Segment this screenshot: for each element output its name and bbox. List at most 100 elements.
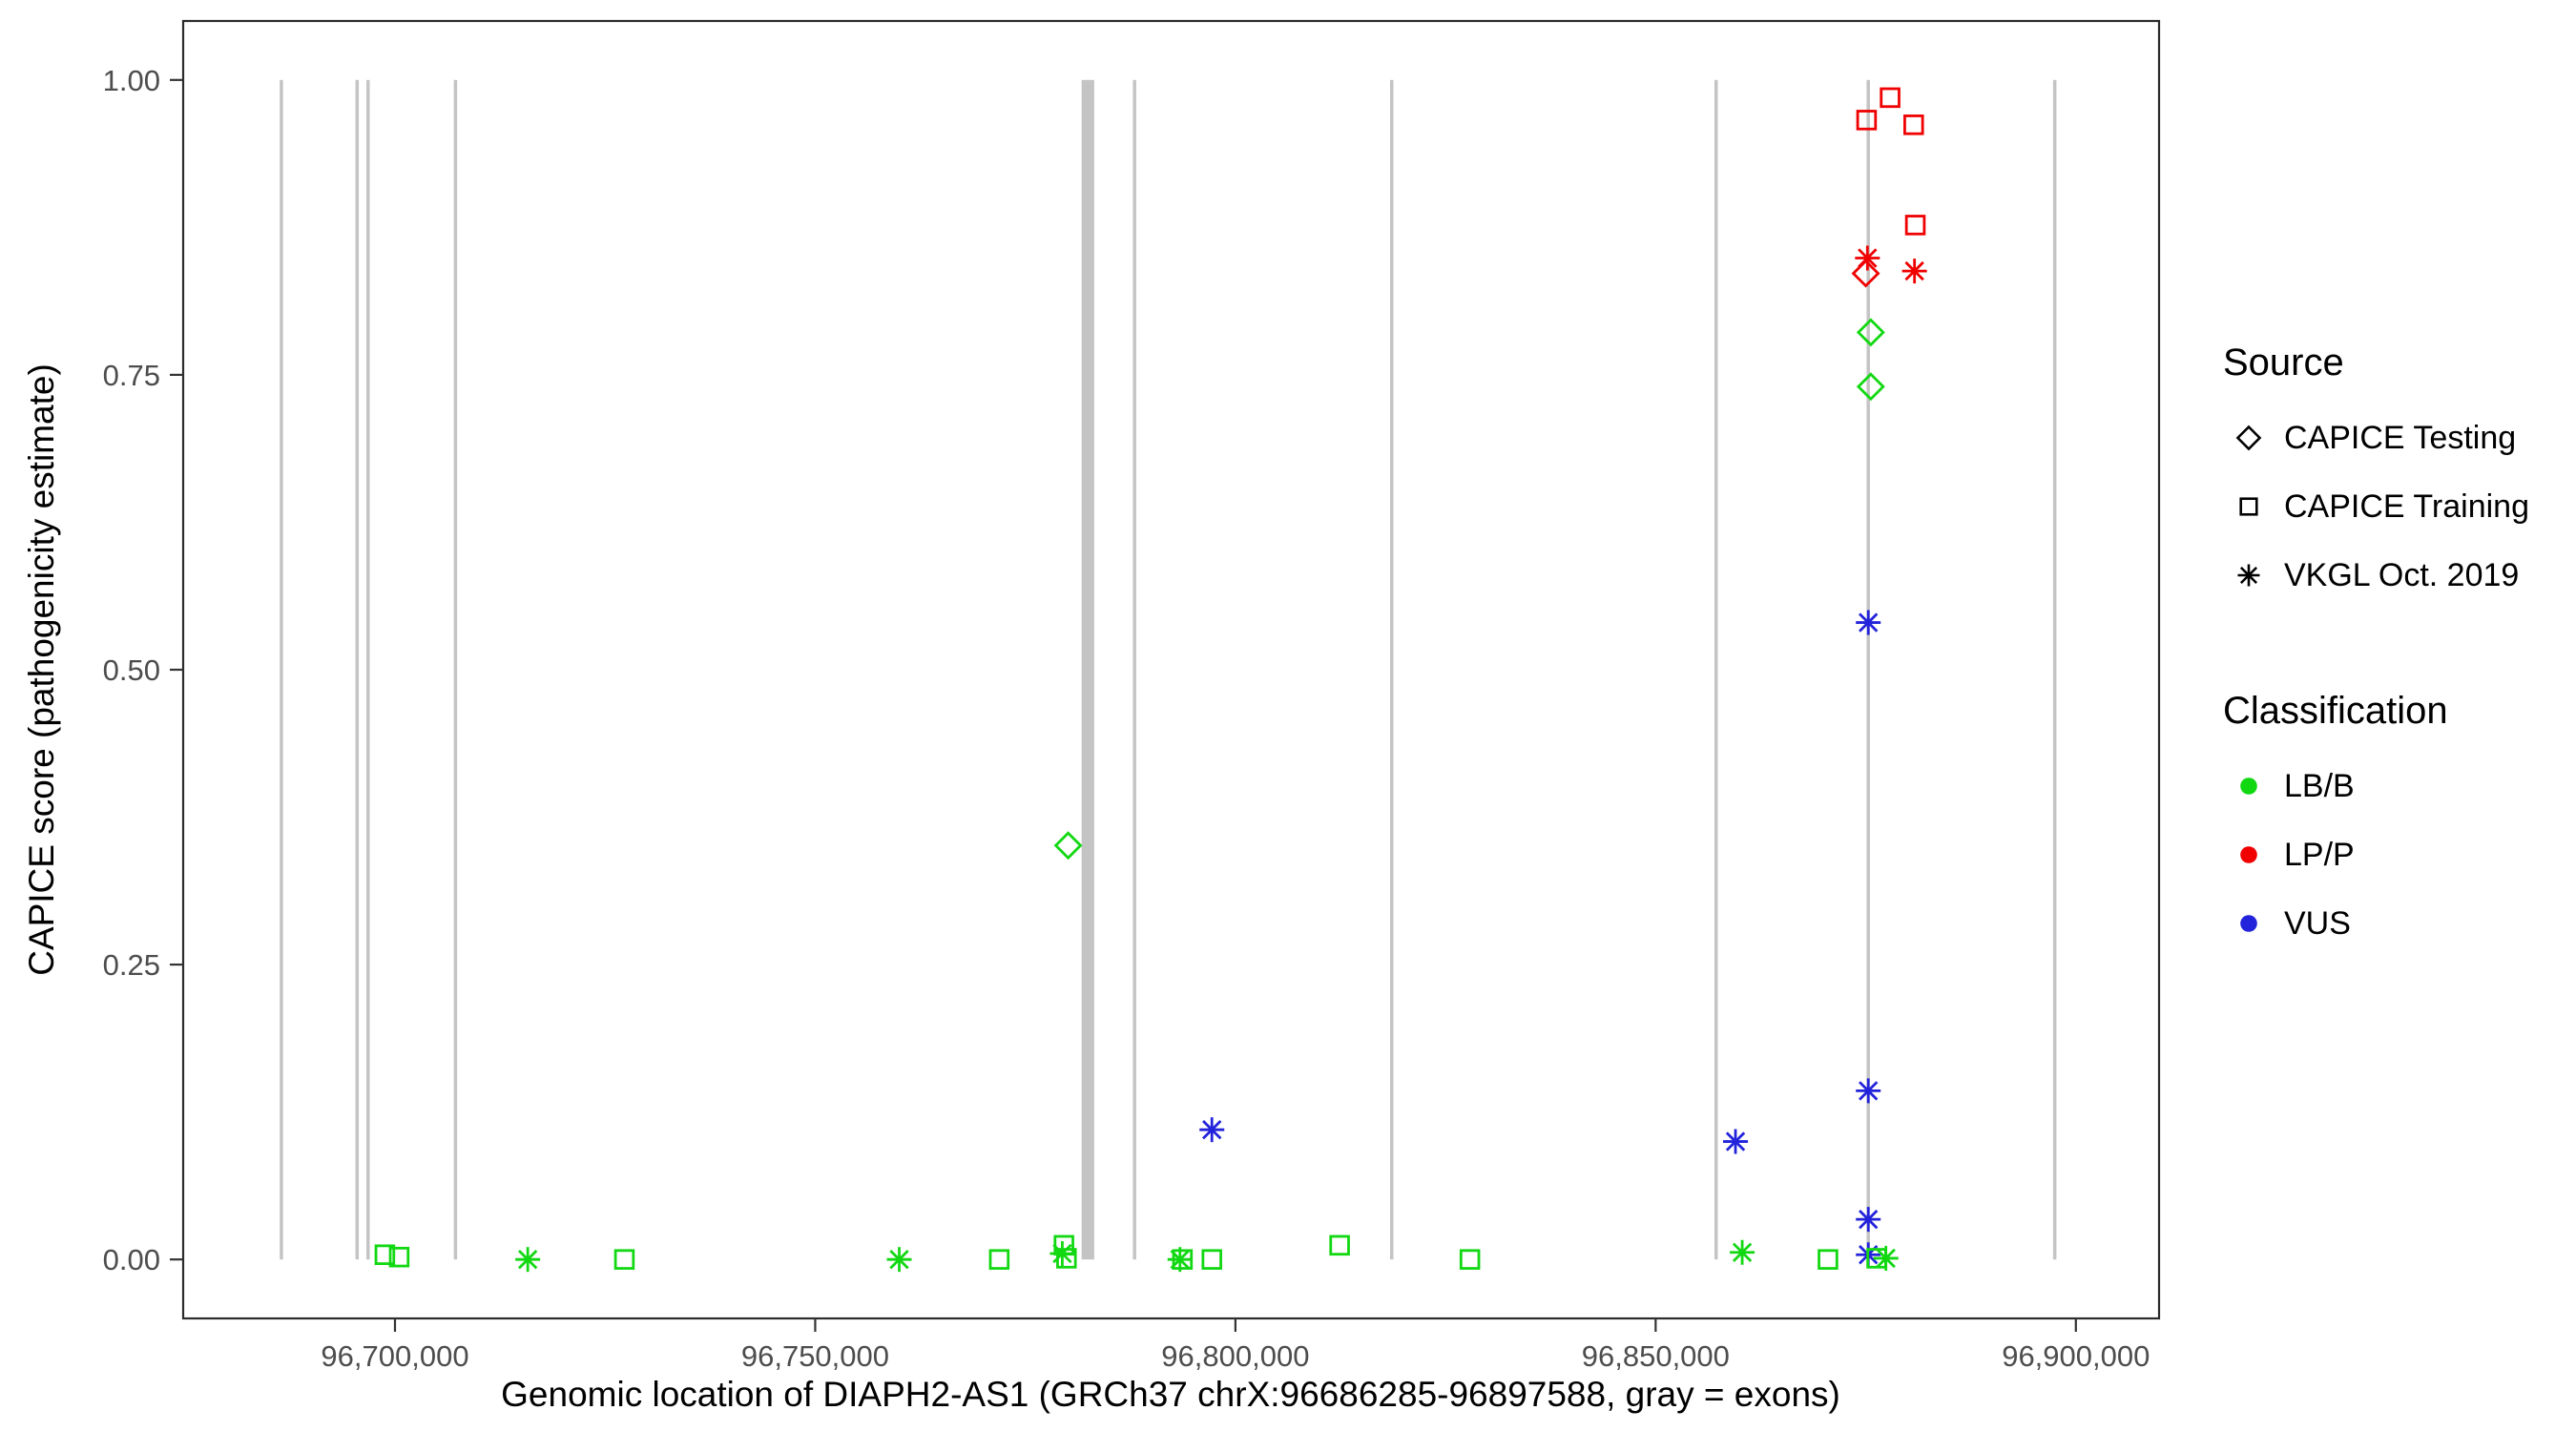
y-tick-label: 0.75 — [103, 359, 160, 392]
data-point — [1856, 318, 1885, 347]
classification-dot — [2240, 778, 2257, 795]
data-point — [374, 1244, 396, 1265]
classification-dot — [2240, 846, 2257, 863]
diamond-mark — [1053, 831, 1083, 861]
blue-dot-icon — [2227, 902, 2271, 945]
data-point — [1172, 1249, 1194, 1270]
diamond-icon — [2227, 416, 2271, 460]
y-tick-label: 0.00 — [103, 1243, 160, 1276]
exon-bar — [2052, 79, 2057, 1260]
legend-item-vkgl: VKGL Oct. 2019 — [2212, 541, 2574, 610]
square-mark — [388, 1246, 410, 1268]
x-tick-label: 96,750,000 — [741, 1339, 889, 1373]
square-icon — [2227, 485, 2271, 529]
exon-bar — [1081, 79, 1094, 1260]
legend-label-lbb: LB/B — [2284, 767, 2355, 804]
asterisk-ray — [1725, 1131, 1746, 1151]
diamond-mark — [2235, 425, 2262, 451]
asterisk-ray — [889, 1249, 909, 1270]
exon-bar — [1866, 79, 1870, 1260]
data-point — [515, 1247, 541, 1273]
asterisk-ray — [1876, 1248, 1896, 1269]
data-point — [1730, 1239, 1755, 1265]
legend-item-lbb: LB/B — [2212, 752, 2574, 820]
legend-item-lpp: LP/P — [2212, 820, 2574, 889]
data-point — [988, 1249, 1010, 1270]
plot-svg: 96,700,000 96,750,000 96,800,000 96,850,000… — [103, 19, 2161, 1373]
y-axis-title: CAPICE score (pathogenicity estimate) — [22, 363, 61, 976]
asterisk-icon — [2227, 553, 2271, 597]
x-tick-label: 96,850,000 — [1582, 1339, 1730, 1373]
legend: Source CAPICE Testing CAPICE Training VK… — [2212, 342, 2574, 958]
diamond-mark — [1856, 372, 1885, 402]
exon-bar — [1132, 79, 1136, 1260]
data-point — [613, 1249, 635, 1270]
square-mark — [1880, 87, 1901, 109]
asterisk-ray — [517, 1249, 538, 1270]
asterisk-ray — [1859, 1081, 1879, 1101]
y-tick-label: 0.25 — [103, 948, 160, 982]
asterisk-ray — [1859, 1209, 1879, 1230]
x-axis-title: Genomic location of DIAPH2-AS1 (GRCh37 c… — [501, 1375, 1840, 1414]
plot-panel — [183, 21, 2159, 1318]
data-point — [1459, 1249, 1481, 1270]
square-mark — [1459, 1249, 1481, 1270]
asterisk-ray — [1202, 1119, 1222, 1140]
data-point — [1873, 1245, 1899, 1271]
exon-bar — [1714, 79, 1718, 1260]
data-point — [1053, 831, 1083, 861]
data-point — [1049, 1241, 1075, 1266]
square-mark — [988, 1249, 1010, 1270]
square-mark — [1818, 1249, 1839, 1270]
data-point — [1818, 1249, 1839, 1270]
diamond-mark — [1851, 259, 1880, 288]
legend-item-capice-training: CAPICE Training — [2212, 472, 2574, 541]
data-point — [1851, 259, 1880, 288]
x-tick-label: 96,800,000 — [1161, 1339, 1309, 1373]
exon-bar — [1389, 79, 1394, 1260]
diamond-mark — [1856, 318, 1885, 347]
square-mark — [1201, 1249, 1222, 1270]
green-dot-icon — [2227, 764, 2271, 808]
data-point — [1856, 1078, 1881, 1104]
data-point — [1329, 1234, 1350, 1256]
data-point — [1856, 372, 1885, 402]
square-mark — [1329, 1234, 1350, 1256]
data-points — [374, 87, 1927, 1273]
legend-classification-title: Classification — [2223, 690, 2448, 732]
square-mark — [613, 1249, 635, 1270]
data-point — [1901, 259, 1927, 284]
square-mark — [1856, 110, 1878, 131]
classification-dot — [2240, 915, 2257, 932]
data-point — [1201, 1249, 1222, 1270]
square-mark — [1172, 1249, 1194, 1270]
legend-source-title: Source — [2223, 342, 2344, 384]
x-tick-label: 96,700,000 — [321, 1339, 468, 1373]
data-point — [388, 1246, 410, 1268]
data-point — [1056, 1248, 1077, 1269]
data-point — [1199, 1117, 1225, 1143]
exon-bar — [355, 79, 360, 1260]
exon-bar — [280, 79, 283, 1260]
square-mark — [1903, 114, 1924, 135]
x-tick-label: 96,900,000 — [2002, 1339, 2150, 1373]
red-dot-icon — [2227, 833, 2271, 877]
y-tick-label: 0.50 — [103, 653, 160, 687]
exon-bar — [366, 79, 370, 1260]
square-mark — [1904, 215, 1926, 236]
square-mark — [1056, 1248, 1077, 1269]
asterisk-ray — [1904, 260, 1924, 281]
legend-label-vus: VUS — [2284, 904, 2351, 942]
asterisk-ray — [1732, 1242, 1753, 1262]
square-mark — [374, 1244, 396, 1265]
asterisk-ray — [1859, 612, 1879, 633]
legend-label-vkgl: VKGL Oct. 2019 — [2284, 556, 2520, 593]
legend-item-vus: VUS — [2212, 889, 2574, 958]
y-tick-label: 1.00 — [103, 64, 160, 97]
legend-label-capice-training: CAPICE Training — [2284, 487, 2529, 525]
data-point — [886, 1247, 912, 1273]
exon-bar — [453, 79, 458, 1260]
asterisk-ray — [2239, 566, 2258, 585]
legend-label-lpp: LP/P — [2284, 836, 2355, 873]
